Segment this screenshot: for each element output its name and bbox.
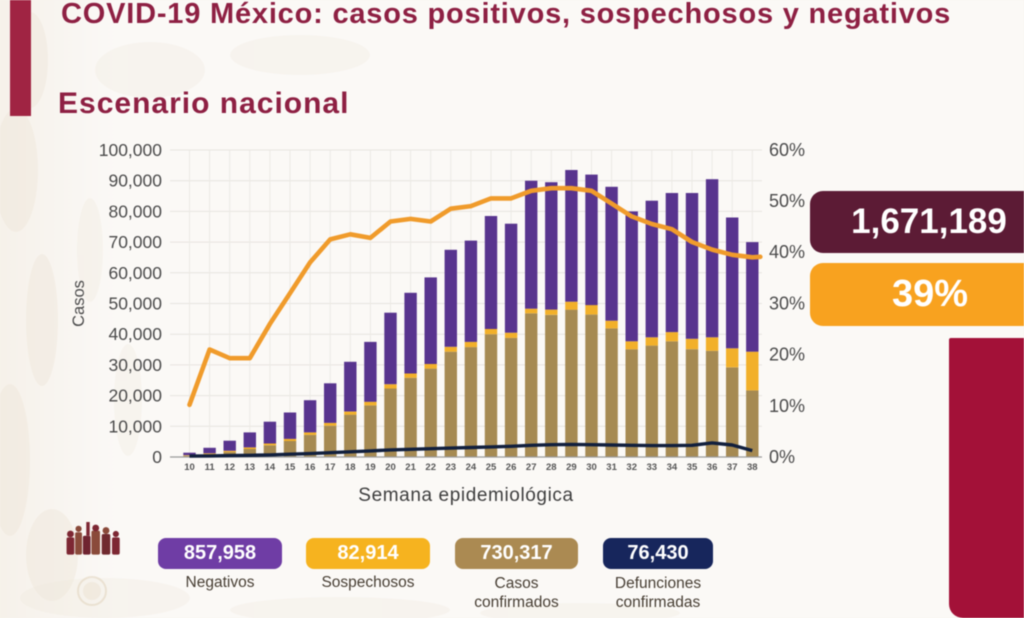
svg-text:14: 14 [265,462,276,473]
svg-text:50,000: 50,000 [108,294,162,314]
svg-text:11: 11 [205,462,216,473]
svg-text:30: 30 [586,462,597,473]
svg-text:22: 22 [425,462,436,473]
svg-text:19: 19 [365,462,376,473]
svg-text:33: 33 [647,462,658,473]
svg-text:26: 26 [506,462,517,473]
svg-text:36: 36 [707,462,718,473]
svg-text:50%: 50% [769,191,805,211]
svg-text:40%: 40% [769,242,805,262]
svg-text:20: 20 [385,462,396,473]
svg-text:27: 27 [526,462,537,473]
svg-text:20%: 20% [769,345,805,365]
svg-text:18: 18 [345,462,356,473]
svg-text:40,000: 40,000 [108,324,162,344]
svg-text:0%: 0% [769,447,795,467]
svg-text:25: 25 [486,462,497,473]
svg-text:17: 17 [325,462,336,473]
svg-text:30,000: 30,000 [108,355,162,375]
svg-text:90,000: 90,000 [108,171,162,191]
svg-text:16: 16 [305,462,316,473]
svg-text:70,000: 70,000 [108,232,162,252]
svg-text:80,000: 80,000 [108,201,162,221]
svg-text:13: 13 [245,462,256,473]
svg-text:0: 0 [152,447,162,467]
svg-text:23: 23 [446,462,457,473]
svg-text:60,000: 60,000 [108,263,162,283]
svg-text:12: 12 [224,462,235,473]
svg-text:30%: 30% [769,293,805,313]
svg-text:100,000: 100,000 [99,140,163,160]
svg-text:10: 10 [184,462,195,473]
svg-text:37: 37 [727,462,738,473]
svg-text:60%: 60% [769,140,805,160]
svg-text:20,000: 20,000 [108,386,162,406]
svg-text:31: 31 [606,462,617,473]
svg-text:28: 28 [546,462,557,473]
svg-text:35: 35 [687,462,698,473]
svg-text:32: 32 [626,462,637,473]
svg-text:24: 24 [466,462,477,473]
svg-text:38: 38 [747,462,758,473]
svg-text:29: 29 [566,462,577,473]
svg-text:10%: 10% [769,396,805,416]
svg-text:Casos: Casos [70,280,88,327]
svg-text:34: 34 [667,462,678,473]
svg-text:15: 15 [285,462,296,473]
svg-text:21: 21 [405,462,416,473]
svg-text:10,000: 10,000 [108,416,162,436]
svg-text:Semana epidemiológica: Semana epidemiológica [358,485,573,506]
